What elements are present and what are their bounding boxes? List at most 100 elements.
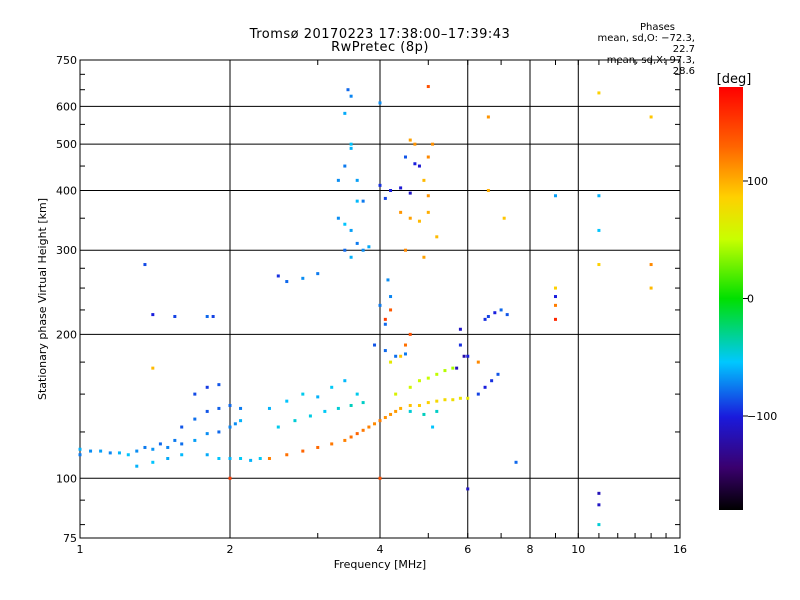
data-point — [496, 372, 500, 376]
data-point — [483, 317, 487, 321]
data-point — [217, 383, 221, 387]
y-axis-label: Stationary phase Virtual Height [km] — [36, 198, 49, 400]
data-point — [378, 101, 382, 105]
data-point — [378, 303, 382, 307]
data-point — [193, 417, 197, 421]
data-point — [355, 178, 359, 182]
data-point — [158, 442, 162, 446]
data-point — [394, 392, 398, 396]
data-point — [217, 430, 221, 434]
data-point — [355, 432, 359, 436]
data-point — [205, 432, 209, 436]
data-point — [408, 332, 412, 336]
data-point — [217, 406, 221, 410]
data-point — [180, 453, 184, 457]
data-point — [78, 447, 82, 451]
y-tick-label: 400 — [56, 184, 77, 197]
data-point — [323, 409, 327, 413]
data-point — [173, 314, 177, 318]
data-point — [417, 379, 421, 383]
data-point — [394, 409, 398, 413]
grid-lines — [80, 60, 680, 538]
data-point — [205, 314, 209, 318]
data-point — [239, 456, 243, 460]
data-point — [258, 456, 262, 460]
data-point — [151, 460, 155, 464]
x-axis-label: Frequency [MHz] — [334, 558, 426, 571]
data-point — [417, 164, 421, 168]
data-point — [135, 464, 139, 468]
data-point — [422, 412, 426, 416]
data-point — [466, 396, 470, 400]
data-point — [413, 142, 417, 146]
colorbar-tick-label: −100 — [747, 410, 777, 423]
data-point — [349, 255, 353, 259]
data-point — [343, 438, 347, 442]
colorbar-tick-label: 0 — [747, 293, 754, 306]
data-point — [308, 414, 312, 418]
data-point — [408, 403, 412, 407]
data-point — [408, 138, 412, 142]
data-point — [166, 445, 170, 449]
data-point — [89, 449, 93, 453]
chart-subtitle: RwPretec (8p) — [331, 40, 429, 55]
data-point — [361, 428, 365, 432]
data-point — [597, 194, 601, 198]
data-point — [285, 453, 289, 457]
data-point — [389, 412, 393, 416]
data-point — [285, 399, 289, 403]
data-point — [399, 354, 403, 358]
data-point — [301, 276, 305, 280]
data-point — [399, 186, 403, 190]
colorbar-unit: [deg] — [717, 72, 752, 87]
data-point — [499, 308, 503, 312]
data-point — [228, 456, 232, 460]
data-point — [553, 194, 557, 198]
data-point — [443, 369, 447, 373]
x-tick-label: 10 — [571, 543, 585, 556]
data-point — [267, 456, 271, 460]
data-point — [151, 447, 155, 451]
data-point — [451, 398, 455, 402]
data-point — [361, 199, 365, 203]
data-point — [343, 222, 347, 226]
x-tick-label: 4 — [377, 543, 384, 556]
data-point — [553, 286, 557, 290]
data-point — [373, 343, 377, 347]
data-point — [228, 476, 232, 480]
data-point — [649, 263, 653, 267]
data-point — [458, 343, 462, 347]
data-point — [597, 523, 601, 527]
data-point — [383, 349, 387, 353]
data-point — [355, 241, 359, 245]
data-point — [349, 146, 353, 150]
data-point — [458, 327, 462, 331]
data-point — [135, 449, 139, 453]
data-point — [466, 487, 470, 491]
data-point — [417, 403, 421, 407]
data-point — [597, 503, 601, 507]
data-point — [386, 278, 390, 282]
data-point — [367, 425, 371, 429]
data-point — [117, 451, 121, 455]
data-point — [173, 438, 177, 442]
data-point — [403, 343, 407, 347]
data-point — [493, 311, 497, 315]
data-point — [330, 385, 334, 389]
data-point — [422, 255, 426, 259]
y-tick-label: 500 — [56, 138, 77, 151]
data-point — [336, 216, 340, 220]
data-point — [597, 228, 601, 232]
data-point — [355, 199, 359, 203]
data-point — [435, 399, 439, 403]
x-tick-label: 2 — [227, 543, 234, 556]
colorbar-ticks: 100 0 −100 — [743, 175, 777, 423]
data-point — [301, 392, 305, 396]
data-point — [336, 406, 340, 410]
data-point — [389, 188, 393, 192]
data-point — [413, 162, 417, 166]
data-point — [193, 438, 197, 442]
data-point — [126, 453, 130, 457]
data-point — [431, 142, 435, 146]
data-point — [349, 435, 353, 439]
